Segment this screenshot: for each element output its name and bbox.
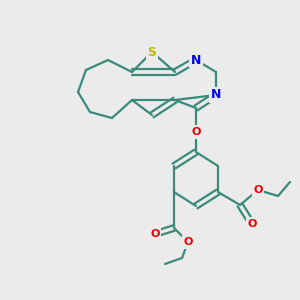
Text: S: S xyxy=(148,46,157,59)
Text: O: O xyxy=(247,219,257,229)
Text: O: O xyxy=(253,185,263,195)
Text: N: N xyxy=(211,88,221,101)
Text: O: O xyxy=(191,127,201,137)
Text: O: O xyxy=(183,237,193,247)
Text: N: N xyxy=(191,53,201,67)
Text: O: O xyxy=(150,229,160,239)
